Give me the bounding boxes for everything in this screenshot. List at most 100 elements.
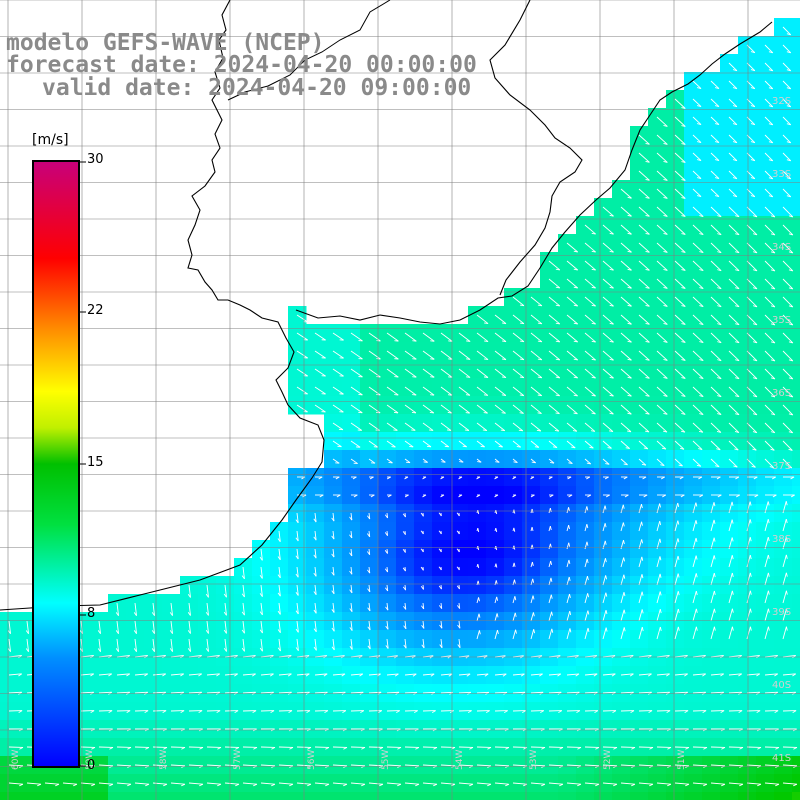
wind-cell [504, 540, 523, 559]
wind-cell [468, 630, 487, 649]
wind-cell [576, 504, 595, 523]
wind-cell [720, 612, 739, 631]
wind-cell [504, 630, 523, 649]
longitude-label: 57W [233, 750, 243, 770]
wind-cell [540, 504, 559, 523]
wind-cell [558, 612, 577, 631]
wind-cell [792, 36, 800, 55]
wind-cell [594, 576, 613, 595]
wind-cell [774, 792, 793, 800]
wind-cell [558, 504, 577, 523]
wind-cell [792, 198, 800, 217]
wind-cell [774, 504, 793, 523]
wind-cell [612, 522, 631, 541]
wind-cell [738, 558, 757, 577]
latitude-label: 35S [772, 315, 791, 326]
wind-cell [558, 792, 577, 800]
wind-cell [684, 792, 703, 800]
wind-cell [504, 504, 523, 523]
wind-cell [792, 432, 800, 451]
wind-cell [576, 522, 595, 541]
wind-cell [612, 630, 631, 649]
wind-cell [666, 504, 685, 523]
wind-cell [684, 522, 703, 541]
wind-cell [180, 792, 199, 800]
wind-cell [666, 792, 685, 800]
wind-cell [648, 792, 667, 800]
wind-cell [774, 576, 793, 595]
colorbar-tick: 8 [87, 606, 95, 621]
latitude-label: 37S [772, 461, 791, 472]
wind-cell [504, 594, 523, 613]
wind-cell [666, 540, 685, 559]
colorbar-unit: [m/s] [32, 132, 69, 148]
wind-cell [792, 72, 800, 91]
wind-cell [792, 54, 800, 73]
wind-cell [576, 558, 595, 577]
wind-cell [468, 558, 487, 577]
wind-cell [792, 414, 800, 433]
wind-cell [486, 576, 505, 595]
wind-cell [594, 594, 613, 613]
wind-cell [540, 522, 559, 541]
wind-cell [792, 774, 800, 793]
wind-cell [792, 162, 800, 181]
wind-cell [792, 126, 800, 145]
latitude-label: 34S [772, 242, 791, 253]
wind-cell [630, 504, 649, 523]
latitude-label: 38S [772, 534, 791, 545]
wind-cell [486, 540, 505, 559]
wind-cell [756, 558, 775, 577]
wind-cell [720, 522, 739, 541]
wind-cell [522, 792, 541, 800]
latitude-label: 41S [772, 753, 791, 764]
wind-cell [738, 792, 757, 800]
wind-cell [486, 792, 505, 800]
wind-cell [558, 630, 577, 649]
wind-cell [0, 792, 19, 800]
wind-cell [522, 540, 541, 559]
longitude-label: 54W [455, 750, 465, 770]
wind-cell [630, 594, 649, 613]
wind-cell [72, 792, 91, 800]
wind-cell [702, 576, 721, 595]
wind-cell [612, 558, 631, 577]
wind-cell [54, 792, 73, 800]
longitude-label: 58W [159, 750, 169, 770]
wind-cell [468, 576, 487, 595]
wind-cell [162, 792, 181, 800]
wind-cell [648, 630, 667, 649]
wind-cell [324, 792, 343, 800]
wind-cell [792, 630, 800, 649]
wind-cell [612, 594, 631, 613]
wind-cell [792, 558, 800, 577]
wind-cell [738, 576, 757, 595]
wind-cell [216, 792, 235, 800]
wind-cell [558, 540, 577, 559]
wind-cell [792, 378, 800, 397]
wind-cell [270, 792, 289, 800]
wind-cell [792, 612, 800, 631]
wind-cell [522, 630, 541, 649]
wind-cell [522, 576, 541, 595]
wind-cell [720, 792, 739, 800]
wind-cell [684, 594, 703, 613]
wind-cell [792, 108, 800, 127]
wind-cell [666, 558, 685, 577]
wind-cell [234, 792, 253, 800]
wind-cell [720, 504, 739, 523]
wind-cell [792, 450, 800, 469]
wind-cell [522, 612, 541, 631]
wind-cell [702, 594, 721, 613]
latitude-label: 33S [772, 169, 791, 180]
wind-cell [468, 594, 487, 613]
wind-cell [684, 576, 703, 595]
wind-cell [198, 792, 217, 800]
wind-cell [594, 612, 613, 631]
wind-cell [540, 558, 559, 577]
colorbar-tick: 15 [87, 455, 104, 470]
wind-cell [630, 540, 649, 559]
wind-cell [702, 612, 721, 631]
longitude-label: 60W [11, 750, 21, 770]
